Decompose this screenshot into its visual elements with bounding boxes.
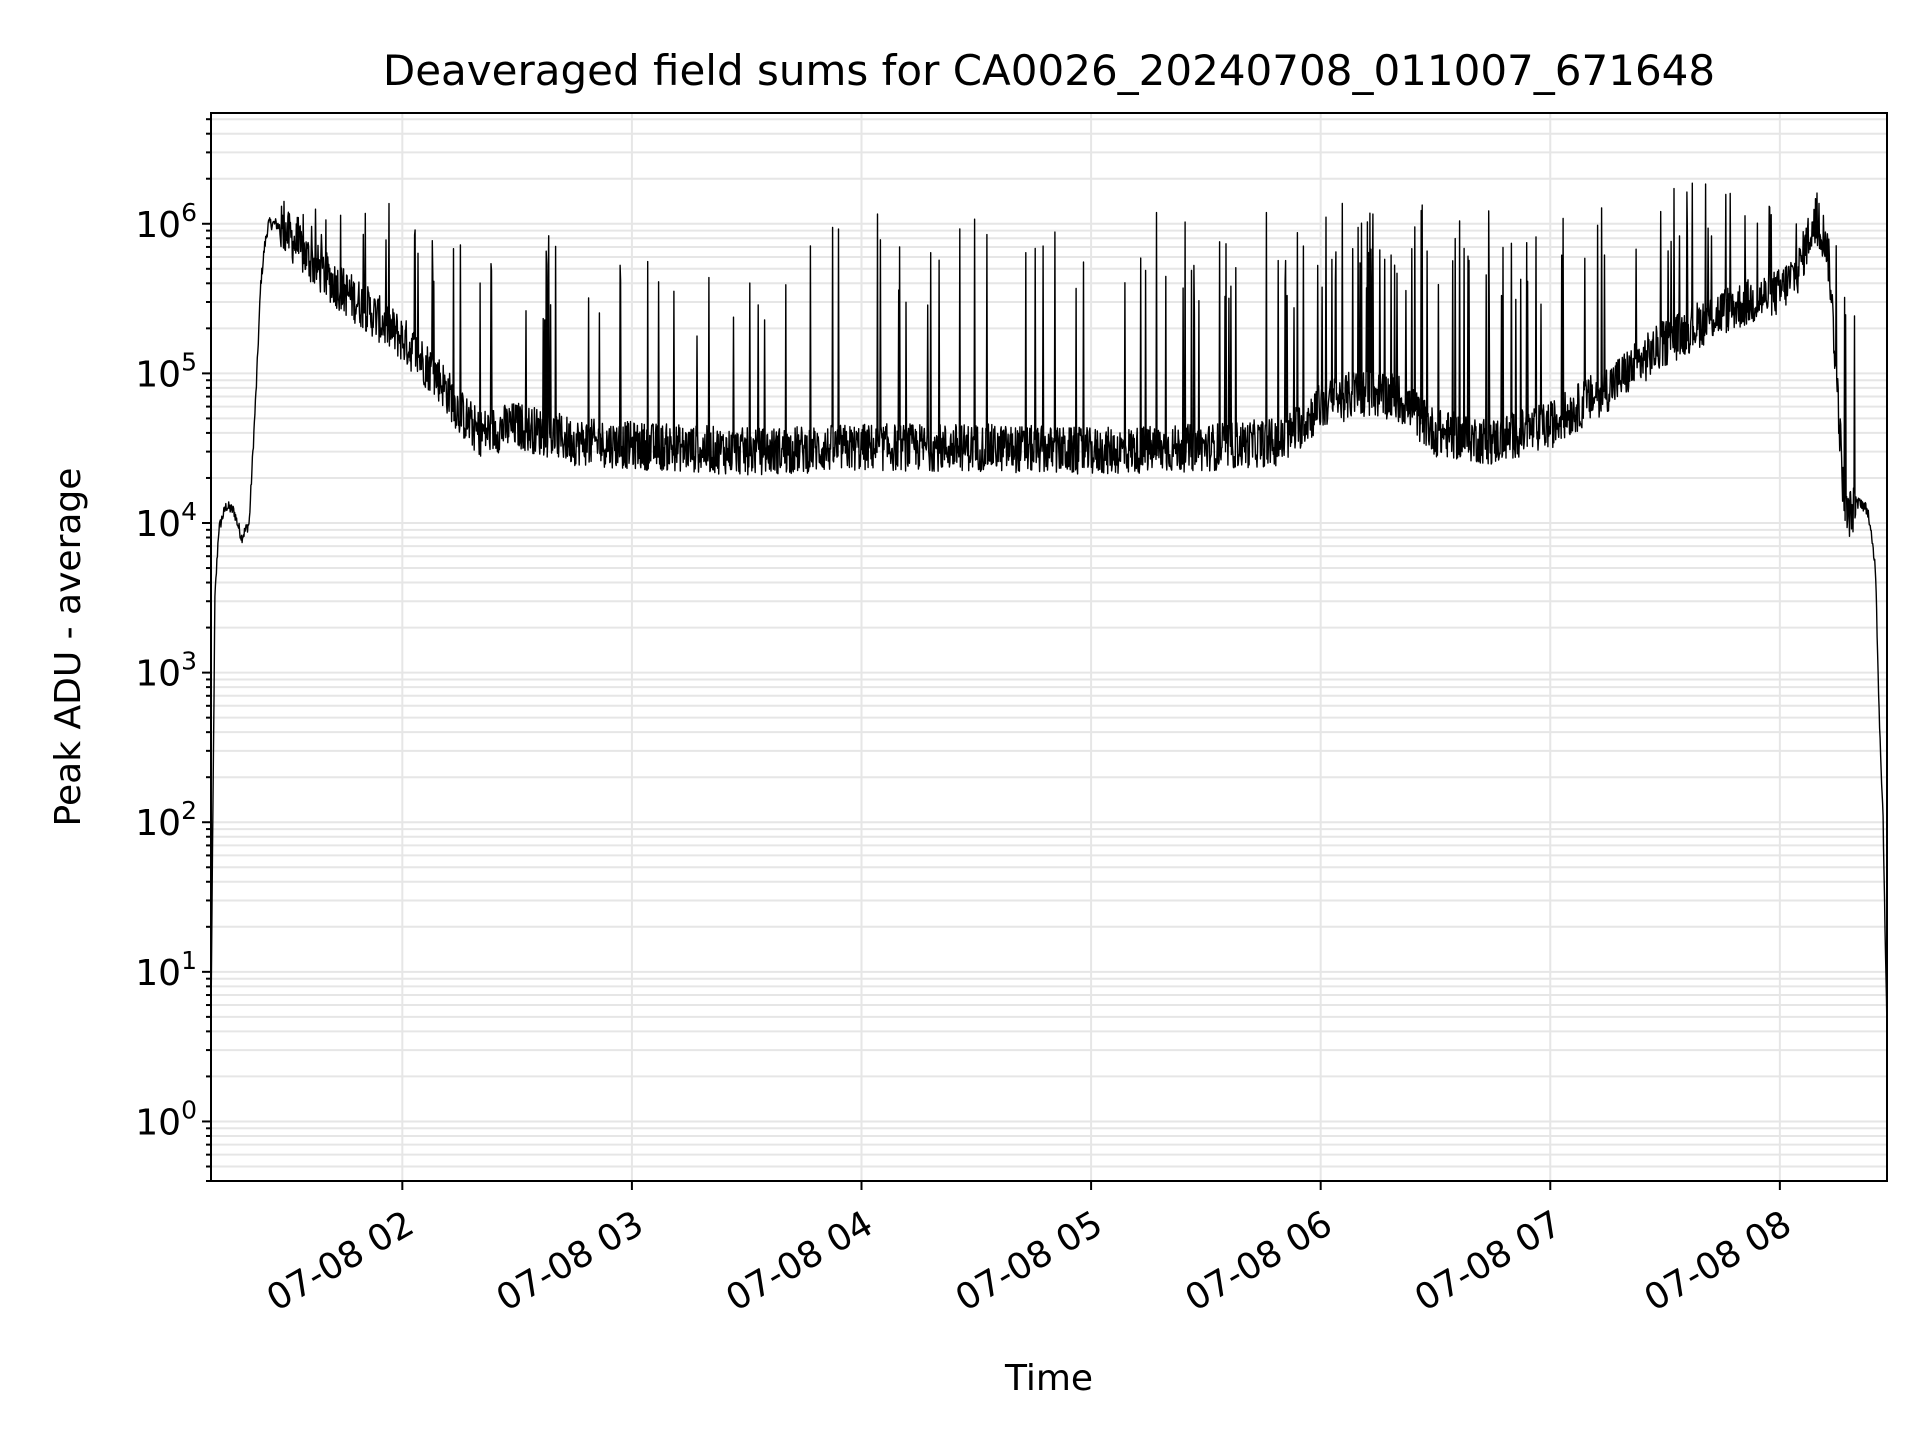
chart-title: Deaveraged field sums for CA0026_2024070… bbox=[383, 46, 1715, 95]
x-tick-label: 07-08 07 bbox=[1408, 1203, 1569, 1319]
y-axis-label: Peak ADU - average bbox=[48, 468, 89, 827]
x-axis: 07-08 02 07-08 03 07-08 04 07-08 05 07-08 06… bbox=[260, 1181, 1798, 1320]
y-tick-label: 106 bbox=[135, 198, 197, 246]
x-tick-label: 07-08 06 bbox=[1179, 1203, 1340, 1319]
y-tick-label: 104 bbox=[135, 497, 197, 545]
x-tick-label: 07-08 04 bbox=[719, 1203, 880, 1319]
series-line bbox=[210, 182, 1888, 1033]
y-tick-label: 103 bbox=[135, 647, 197, 695]
y-tick-label: 102 bbox=[135, 796, 197, 844]
x-tick-label: 07-08 08 bbox=[1638, 1203, 1799, 1319]
y-axis: 100 101 102 103 104 105 106 bbox=[135, 118, 211, 1182]
plot-area-frame bbox=[210, 112, 1888, 1182]
grid bbox=[211, 113, 1887, 1182]
x-tick-label: 07-08 05 bbox=[949, 1203, 1110, 1319]
x-tick-label: 07-08 02 bbox=[260, 1203, 421, 1319]
x-axis-label: Time bbox=[1004, 1358, 1093, 1399]
x-tick-label: 07-08 03 bbox=[490, 1203, 651, 1319]
series-layer bbox=[210, 182, 1888, 1033]
y-tick-label: 105 bbox=[135, 347, 197, 395]
y-tick-label: 101 bbox=[135, 946, 197, 994]
y-tick-label: 100 bbox=[135, 1095, 197, 1143]
